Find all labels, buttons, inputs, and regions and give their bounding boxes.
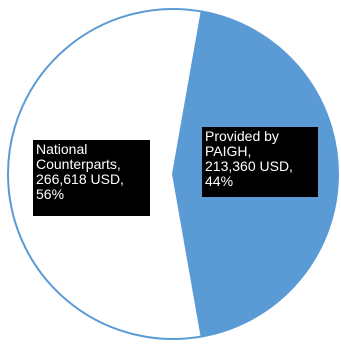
data-label-paigh: Provided by PAIGH, 213,360 USD, 44% xyxy=(202,127,318,197)
data-label-national-counterparts: National Counterparts, 266,618 USD, 56% xyxy=(33,140,150,216)
